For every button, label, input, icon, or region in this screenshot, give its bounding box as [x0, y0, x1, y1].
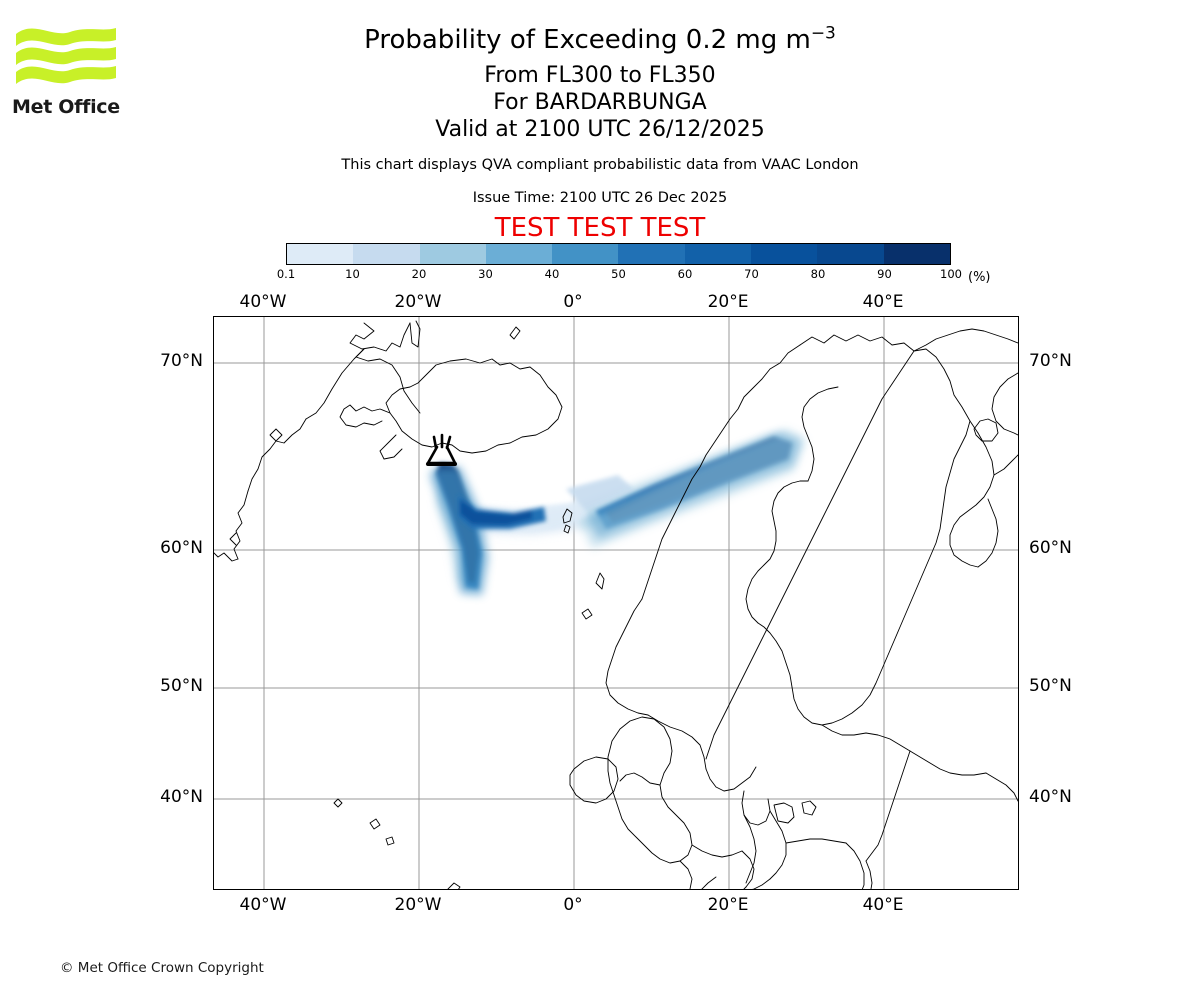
lon-label-bottom-0: 40°W — [239, 895, 287, 915]
volcano-marker-bardarbunga — [425, 433, 458, 466]
colorbar-tick-20: 20 — [411, 267, 427, 281]
lon-label-top-0: 40°W — [239, 292, 287, 312]
lat-label-right-0: 70°N — [1029, 351, 1072, 371]
colorbar-segment-0 — [287, 244, 354, 264]
page-title: Probability of Exceeding 0.2 mg m−3 — [180, 25, 1020, 55]
colorbar-tick-80: 80 — [810, 267, 826, 281]
issue-time: Issue Time: 2100 UTC 26 Dec 2025 — [472, 190, 728, 206]
colorbar-segment-2 — [419, 244, 486, 264]
colorbar-tick-30: 30 — [478, 267, 493, 281]
valid-time-subtitle: Valid at 2100 UTC 26/12/2025 — [435, 117, 765, 142]
lon-label-bottom-1: 20°W — [394, 895, 442, 915]
colorbar-unit-label: (%) — [968, 270, 991, 285]
map-gridlines — [214, 317, 1018, 889]
colorbar-segment-3 — [485, 244, 553, 264]
lon-label-bottom-2: 0° — [563, 895, 583, 915]
volcano-subtitle: For BARDARBUNGA — [493, 90, 707, 115]
lat-label-left-3: 40°N — [160, 787, 203, 807]
copyright-notice: © Met Office Crown Copyright — [60, 960, 264, 976]
lat-label-left-1: 60°N — [160, 538, 203, 558]
coastlines-and-borders — [214, 320, 1018, 889]
colorbar-segment-8 — [817, 244, 884, 264]
lon-label-bottom-3: 20°E — [707, 895, 749, 915]
colorbar-tick-40: 40 — [544, 267, 560, 281]
lat-label-right-1: 60°N — [1029, 538, 1072, 558]
lat-label-right-2: 50°N — [1029, 676, 1072, 696]
probability-colorbar: 0.1 10 20 30 40 50 60 70 80 90 100 — [277, 243, 962, 281]
lon-label-top-3: 20°E — [707, 292, 749, 312]
lon-label-top-4: 40°E — [862, 292, 904, 312]
test-banner: TEST TEST TEST — [494, 213, 706, 243]
qva-note: This chart displays QVA compliant probab… — [341, 157, 859, 173]
colorbar-tick-100: 100 — [940, 267, 962, 281]
colorbar-segment-4 — [552, 244, 619, 264]
met-office-waves-icon — [16, 28, 116, 84]
colorbar-tick-10: 10 — [345, 267, 360, 281]
colorbar-segment-5 — [618, 244, 685, 264]
map-plot-area — [213, 316, 1019, 890]
met-office-wordmark: Met Office — [12, 96, 120, 118]
colorbar-segment-1 — [353, 244, 420, 264]
lat-label-right-3: 40°N — [1029, 787, 1072, 807]
colorbar-tick-60: 60 — [677, 267, 693, 281]
ash-plume-probability-field — [430, 429, 806, 595]
map-svg — [214, 317, 1018, 889]
lon-label-top-2: 0° — [563, 292, 583, 312]
colorbar-segment-6 — [684, 244, 752, 264]
page-title-exponent: −3 — [810, 23, 836, 44]
lat-label-left-0: 70°N — [160, 351, 203, 371]
flight-level-subtitle: From FL300 to FL350 — [484, 63, 716, 88]
page-title-text: Probability of Exceeding 0.2 mg m — [364, 25, 811, 55]
lon-label-top-1: 20°W — [394, 292, 442, 312]
colorbar-gradient — [286, 243, 951, 265]
colorbar-tick-0.1: 0.1 — [276, 267, 296, 281]
lon-label-bottom-4: 40°E — [862, 895, 904, 915]
colorbar-segment-9 — [883, 244, 950, 264]
colorbar-tick-70: 70 — [744, 267, 759, 281]
met-office-logo: Met Office — [12, 22, 122, 118]
lat-label-left-2: 50°N — [160, 676, 203, 696]
colorbar-segment-7 — [751, 244, 818, 264]
colorbar-tick-50: 50 — [611, 267, 626, 281]
colorbar-tick-90: 90 — [877, 267, 892, 281]
